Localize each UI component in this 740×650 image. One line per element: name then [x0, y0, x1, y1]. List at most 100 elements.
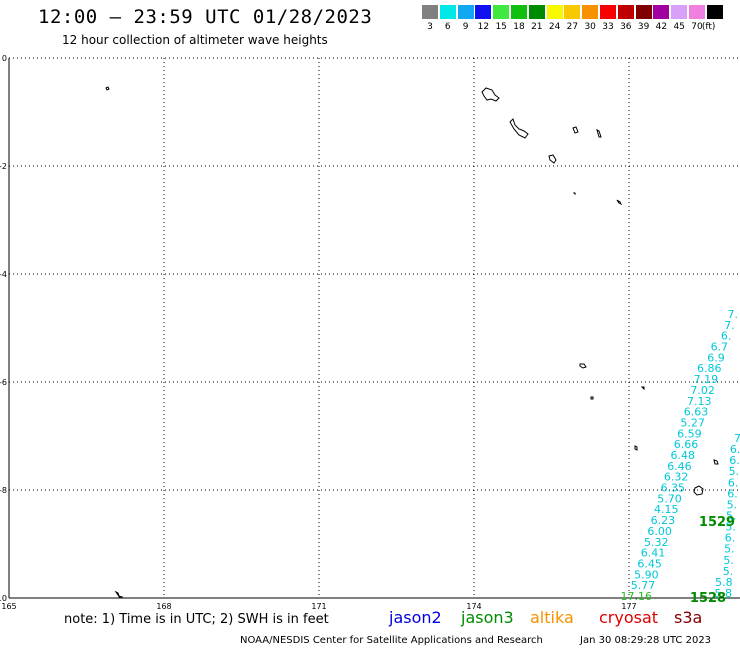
swh-reading: 6.32 — [664, 471, 689, 484]
legend-label: 12 — [477, 22, 490, 32]
satellite-label: jason2 — [389, 608, 442, 627]
island-outlines — [105, 86, 719, 599]
legend-label: 27 — [566, 22, 579, 32]
legend-label: 6 — [444, 22, 451, 32]
island-outline — [693, 485, 704, 496]
swh-reading: 6. — [725, 532, 736, 545]
legend-swatch — [439, 5, 456, 19]
swh-reading: 5.32 — [644, 536, 669, 549]
satellite-label: jason3 — [461, 608, 514, 627]
swh-reading: 6.46 — [667, 460, 692, 473]
island-outline — [105, 86, 110, 91]
legend-swatch — [706, 5, 723, 19]
swh-reading: 5.8 — [715, 587, 733, 600]
legend-label: 9 — [462, 22, 469, 32]
satellite-label: cryosat — [599, 608, 659, 627]
legend-swatch — [617, 5, 634, 19]
swh-reading: 7 — [734, 432, 740, 445]
legend-swatch — [671, 5, 688, 19]
pass-time-label: 1528 — [690, 591, 726, 606]
legend-unit: (ft) — [701, 22, 716, 32]
legend-label: 3 — [427, 22, 433, 32]
legend-swatch — [689, 5, 705, 19]
swh-reading: 6. — [729, 454, 740, 467]
legend-label: 39 — [637, 22, 650, 32]
legend-label: 30 — [584, 22, 596, 32]
swh-reading: 6. — [727, 487, 738, 500]
swh-reading: 6.7 — [711, 341, 729, 354]
legend-label: 42 — [655, 22, 668, 32]
satellite-label: s3a — [674, 608, 703, 627]
map-grid — [8, 57, 740, 599]
swh-reading: 6.45 — [637, 557, 662, 570]
legend-swatch — [457, 5, 474, 19]
legend-swatch — [653, 5, 670, 19]
legend-label: 21 — [531, 22, 543, 32]
legend-swatch — [475, 5, 492, 19]
island-outline — [616, 199, 623, 206]
swh-reading: 5. — [723, 565, 734, 578]
legend-label: 24 — [548, 22, 561, 32]
swh-reading: 6.00 — [647, 525, 672, 538]
legend-label: 18 — [513, 22, 525, 32]
swh-reading: 5.77 — [631, 579, 656, 592]
swh-reading: 6.23 — [651, 514, 676, 527]
swh-reading: 7. — [724, 319, 735, 332]
axis-labels: 0 -2 -4 -6 -8 -10165 168 171 174 177 — [0, 54, 637, 611]
swh-reading: 5. — [727, 498, 738, 511]
swh-reading: 6. — [721, 330, 732, 343]
island-outline — [596, 129, 602, 138]
lat-label: -2 — [0, 162, 7, 171]
satellite-label: altika — [530, 608, 574, 627]
swh-reading: 6.63 — [684, 406, 709, 419]
lon-label: 168 — [156, 602, 171, 611]
island-outline — [640, 386, 645, 391]
swh-reading: 7.02 — [690, 384, 715, 397]
swh-reading: 6.9 — [707, 351, 725, 364]
legend-swatch — [493, 5, 510, 19]
swh-reading: 6.66 — [674, 438, 699, 451]
footer-note: note: 1) Time is in UTC; 2) SWH is in fe… — [64, 612, 329, 627]
generated-timestamp: Jan 30 08:29:28 UTC 2023 — [580, 635, 712, 646]
legend-swatch — [635, 5, 652, 19]
island-outline — [634, 445, 638, 451]
swh-reading: 6.59 — [677, 427, 702, 440]
swh-reading: 7.19 — [694, 373, 719, 386]
legend-swatch — [546, 5, 563, 19]
swh-reading: 7.13 — [687, 395, 712, 408]
swh-reading: 7. — [728, 308, 739, 321]
lon-label: 171 — [311, 602, 326, 611]
legend-label: 70 — [691, 22, 703, 32]
legend-swatch — [422, 5, 438, 19]
page-title: 12:00 — 23:59 UTC 01/28/2023 — [38, 6, 373, 28]
swh-reading: 5. — [726, 510, 737, 523]
swh-reading: 6. — [730, 443, 740, 456]
altimeter-readings: 7.7.6.6.76.96.867.197.027.136.635.276.59… — [621, 308, 740, 606]
island-outline — [713, 459, 719, 465]
legend-label: 45 — [673, 22, 685, 32]
lon-label: 177 — [621, 602, 636, 611]
island-outline — [572, 192, 576, 196]
swh-reading: 6.41 — [641, 547, 666, 560]
island-outline — [114, 590, 124, 599]
swh-reading: 5. — [729, 465, 740, 478]
legend-swatch — [582, 5, 599, 19]
island-outline — [572, 126, 579, 134]
swh-reading: 5.70 — [657, 492, 682, 505]
legend-swatch — [564, 5, 581, 19]
legend-swatch — [511, 5, 527, 19]
lat-label: -4 — [0, 270, 7, 279]
island-outline — [509, 118, 529, 139]
island-outline — [590, 396, 594, 400]
lon-label: 174 — [466, 602, 481, 611]
swh-reading: 6.35 — [661, 482, 686, 495]
swh-reading: 5. — [724, 543, 735, 556]
island-outline — [579, 363, 587, 369]
swh-reading: 6. — [728, 476, 739, 489]
credit-line: NOAA/NESDIS Center for Satellite Applica… — [240, 635, 543, 646]
swh-reading: 5. — [723, 554, 734, 567]
legend-label: 15 — [495, 22, 507, 32]
island-outline — [481, 87, 500, 102]
swh-reading: 5. — [725, 521, 736, 534]
